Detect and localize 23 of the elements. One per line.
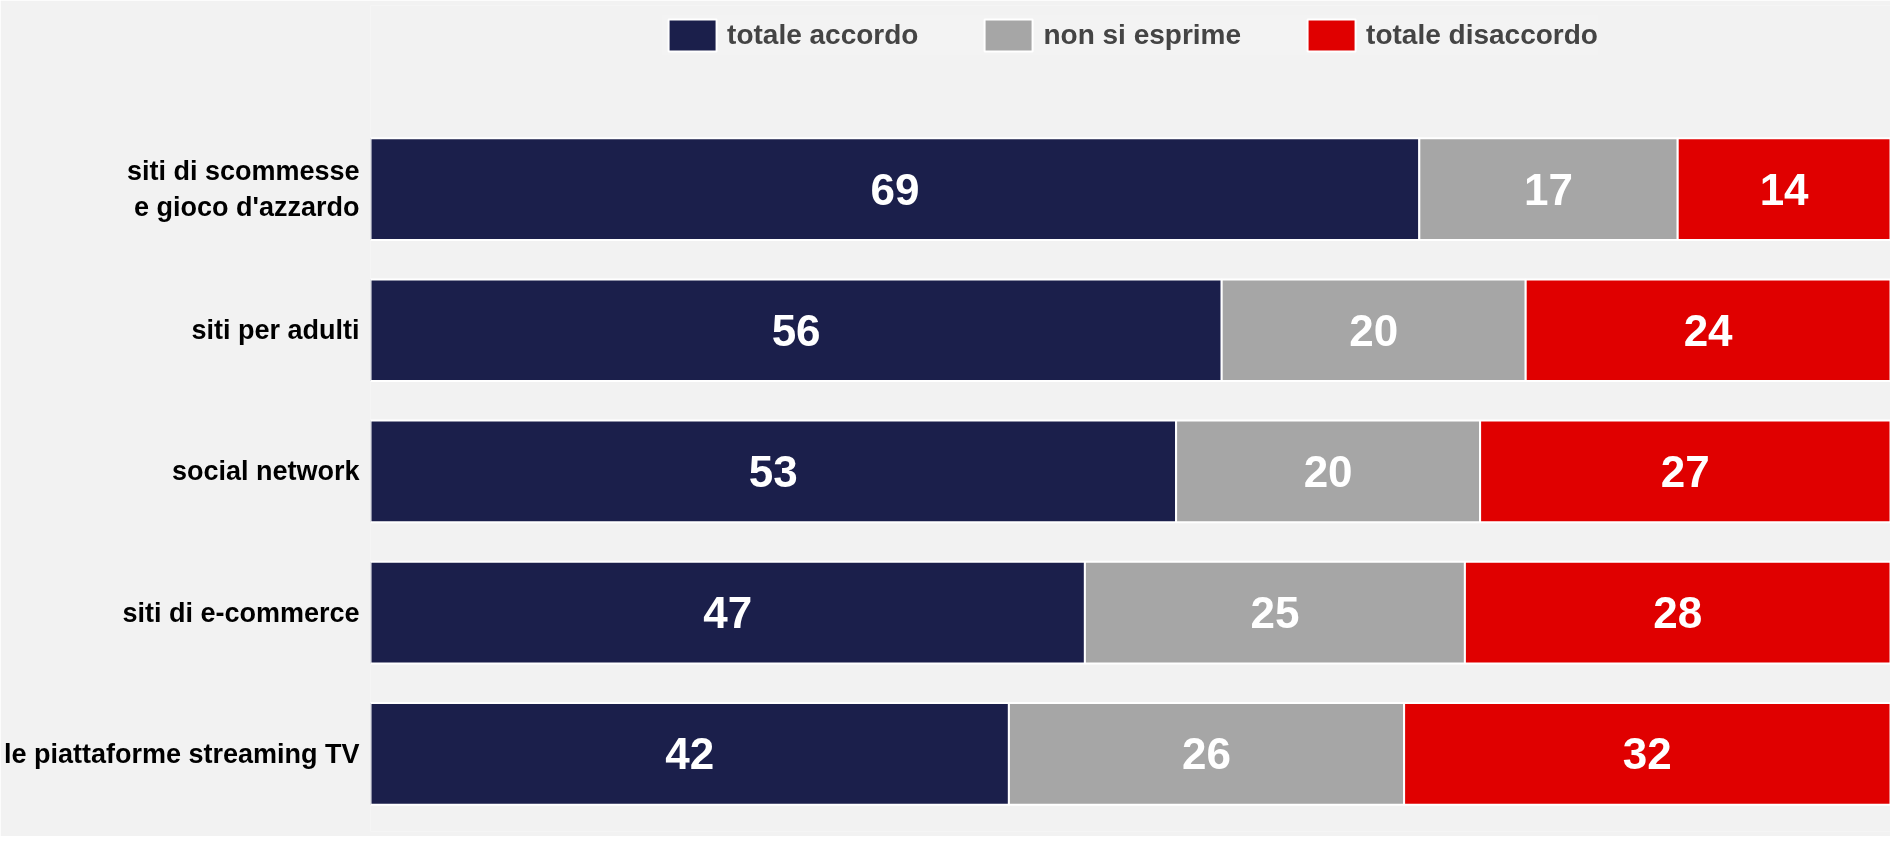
data-label: 27 <box>1660 446 1710 496</box>
y-tick-label: siti di e-commerce <box>122 597 360 628</box>
y-tick-label: social network <box>171 456 361 487</box>
legend-label: totale disaccordo <box>1366 19 1598 51</box>
data-label: 26 <box>1182 729 1231 779</box>
data-label: 32 <box>1622 729 1672 779</box>
y-tick-label: le piattaforme streaming TV <box>3 738 360 769</box>
data-label: 20 <box>1303 446 1353 496</box>
data-label: 25 <box>1250 588 1300 638</box>
data-label: 28 <box>1653 588 1703 638</box>
legend-label: non si esprime <box>1043 19 1242 51</box>
data-label: 69 <box>870 164 920 214</box>
data-label: 20 <box>1349 305 1399 355</box>
data-label: 24 <box>1683 305 1734 355</box>
data-label: 42 <box>665 729 715 779</box>
data-label: 53 <box>748 446 798 496</box>
y-tick-label: siti di scommesse e gioco d'azzardo <box>126 156 360 223</box>
data-label: 56 <box>771 305 821 355</box>
data-label: 47 <box>703 588 753 638</box>
y-tick-label: siti per adulti <box>191 315 360 346</box>
data-label: 17 <box>1524 164 1573 214</box>
data-label: 14 <box>1759 164 1810 214</box>
legend-label: totale accordo <box>727 19 919 51</box>
